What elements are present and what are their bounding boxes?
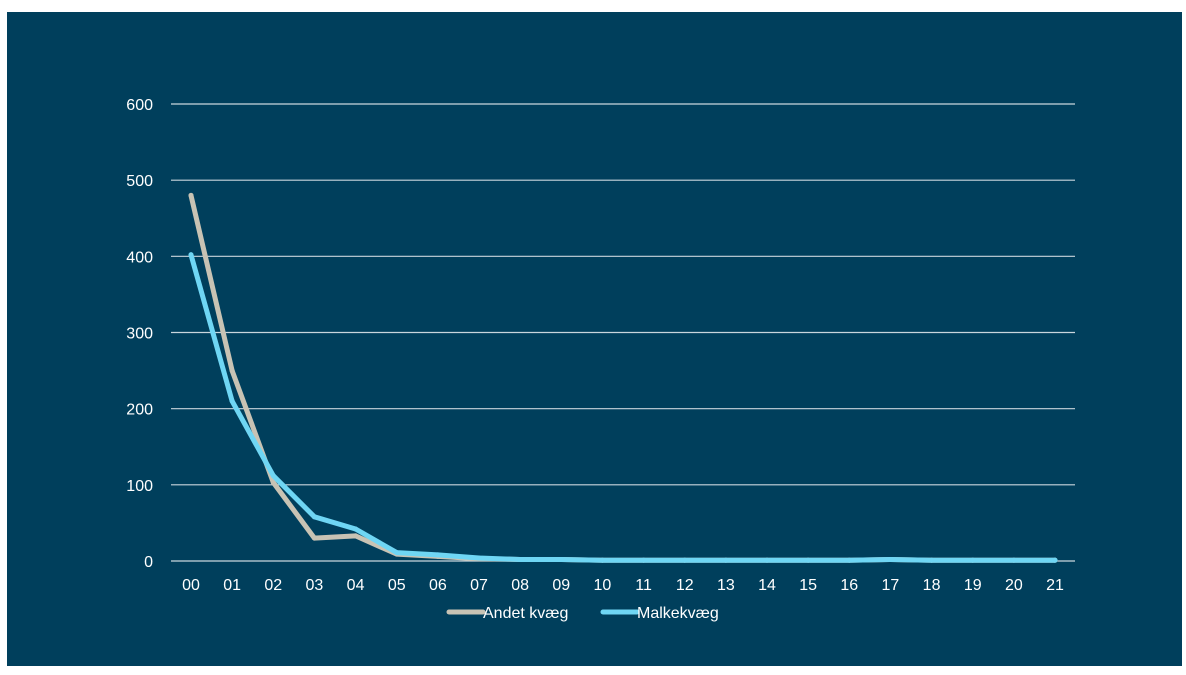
data-point-malkekvaeg: [311, 514, 317, 520]
data-point-andet-kvaeg: [311, 535, 317, 541]
data-point-malkekvaeg: [887, 556, 893, 562]
data-point-malkekvaeg: [1052, 557, 1058, 563]
legend-label-malkekvaeg: Malkekvæg: [637, 605, 719, 622]
x-tick-label: 05: [388, 577, 406, 594]
x-tick-label: 15: [799, 577, 817, 594]
x-tick-label: 18: [923, 577, 941, 594]
data-point-malkekvaeg: [764, 557, 770, 563]
x-tick-label: 07: [470, 577, 488, 594]
data-point-malkekvaeg: [723, 557, 729, 563]
data-point-malkekvaeg: [970, 557, 976, 563]
x-tick-label: 17: [882, 577, 900, 594]
data-point-malkekvaeg: [599, 557, 605, 563]
data-point-malkekvaeg: [435, 552, 441, 558]
legend-label-andet-kvaeg: Andet kvæg: [483, 605, 568, 622]
x-tick-label: 09: [552, 577, 570, 594]
y-tick-label: 500: [126, 173, 153, 190]
x-tick-label: 10: [594, 577, 612, 594]
y-tick-label: 0: [144, 554, 153, 571]
x-tick-label: 01: [223, 577, 241, 594]
x-tick-label: 11: [635, 577, 652, 594]
data-point-andet-kvaeg: [188, 192, 194, 198]
data-point-andet-kvaeg: [229, 368, 235, 374]
data-point-andet-kvaeg: [353, 533, 359, 539]
data-point-malkekvaeg: [846, 557, 852, 563]
x-tick-label: 13: [717, 577, 735, 594]
legend: Andet kvæg Malkekvæg: [446, 605, 719, 622]
data-point-malkekvaeg: [517, 556, 523, 562]
x-tick-label: 06: [429, 577, 447, 594]
x-tick-label: 08: [511, 577, 529, 594]
x-axis-ticks: 00 01 02 03 04 05 06 07 08 09 10 11 12 13 14 15 16 17 18 19…: [182, 577, 1064, 594]
series-line-malkekvaeg: [188, 252, 1058, 563]
line-chart: 0 100 200 300 400 500 600 00 01 02 03 04 05 06 07 08 09…: [126, 97, 1075, 622]
x-tick-label: 21: [1046, 577, 1064, 594]
data-point-malkekvaeg: [229, 398, 235, 404]
data-point-malkekvaeg: [476, 555, 482, 561]
data-point-malkekvaeg: [929, 557, 935, 563]
data-point-malkekvaeg: [1011, 557, 1017, 563]
x-tick-label: 03: [306, 577, 324, 594]
data-point-malkekvaeg: [805, 557, 811, 563]
data-point-malkekvaeg: [188, 252, 194, 258]
data-point-malkekvaeg: [682, 557, 688, 563]
x-tick-label: 00: [182, 577, 200, 594]
data-point-malkekvaeg: [641, 557, 647, 563]
x-tick-label: 12: [676, 577, 694, 594]
data-point-malkekvaeg: [353, 526, 359, 532]
x-tick-label: 16: [840, 577, 858, 594]
y-tick-label: 100: [126, 478, 153, 495]
x-tick-label: 20: [1005, 577, 1023, 594]
gridlines: [171, 103, 1075, 562]
y-tick-label: 400: [126, 249, 153, 266]
data-point-malkekvaeg: [270, 473, 276, 479]
y-axis-ticks: 0 100 200 300 400 500 600: [126, 97, 153, 571]
y-tick-label: 600: [126, 97, 153, 114]
series-line-andet-kvaeg: [188, 192, 1058, 563]
x-tick-label: 14: [758, 577, 776, 594]
x-tick-label: 04: [347, 577, 365, 594]
data-point-malkekvaeg: [558, 556, 564, 562]
data-point-andet-kvaeg: [270, 480, 276, 486]
x-tick-label: 19: [964, 577, 982, 594]
data-point-malkekvaeg: [394, 550, 400, 556]
x-tick-label: 02: [264, 577, 282, 594]
y-tick-label: 300: [126, 326, 153, 343]
series-lines: [188, 192, 1058, 563]
chart-background: 0 100 200 300 400 500 600 00 01 02 03 04 05 06 07 08 09…: [7, 12, 1182, 666]
y-tick-label: 200: [126, 402, 153, 419]
